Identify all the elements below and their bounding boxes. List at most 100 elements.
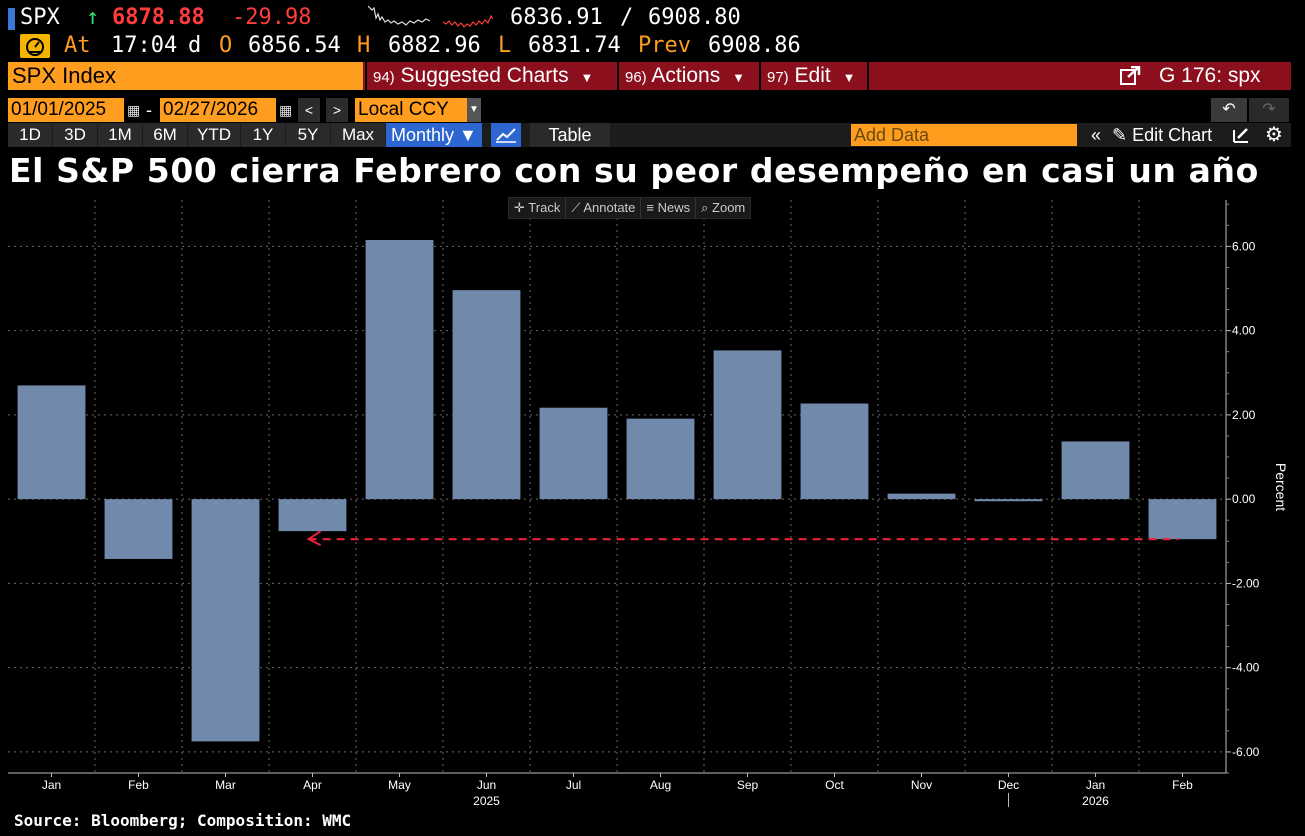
year-label: 2026 [1082,794,1109,808]
bar [365,240,434,500]
currency-select[interactable]: Local CCY [355,98,467,122]
x-tick-label: Jan [1086,778,1105,792]
suggested-charts-label: Suggested Charts [400,64,569,87]
x-tick-label: Feb [1172,778,1193,792]
start-date-field[interactable]: 01/01/2025 [8,98,124,122]
annotation-edit-icon[interactable] [1231,125,1251,145]
date-range-row: 01/01/2025 ▦ - 02/27/2026 ▦ < > Local CC… [8,98,1291,122]
bar [539,407,608,500]
net-change: -29.98 [232,5,312,30]
zoom-tool[interactable]: ⌕ Zoom [696,198,750,218]
ticker-marker [8,8,15,30]
edit-chart-button[interactable]: ✎ Edit Chart [1112,123,1220,147]
y-tick-label: -4.00 [1232,661,1260,675]
ticker-symbol[interactable]: SPX [20,5,60,30]
suggested-charts-menu[interactable]: 94) Suggested Charts ▼ [365,62,617,90]
chevron-down-icon[interactable]: ▼ [467,98,481,122]
prev-label: Prev [638,33,691,58]
collapse-icon[interactable]: « [1090,125,1101,145]
period-5y-button[interactable]: 5Y [286,123,330,147]
last-price: 6878.88 [112,5,205,30]
news-label: News [657,200,691,215]
period-1y-button[interactable]: 1Y [241,123,285,147]
x-tick-label: Apr [303,778,322,792]
pencil-icon: ⟋ [571,200,581,215]
add-data-input[interactable] [851,124,1077,146]
chevron-down-icon: ▼ [842,70,856,85]
gear-icon[interactable]: ⚙ [1265,124,1283,146]
period-max-button[interactable]: Max [331,123,385,147]
page-code: G 176: spx [1159,64,1261,87]
magnifier-icon: ⌕ [701,200,709,215]
bar [17,385,86,500]
end-date-field[interactable]: 02/27/2026 [160,98,276,122]
gauge-icon[interactable] [20,34,50,58]
track-label: Track [528,200,561,215]
edit-menu[interactable]: 97) Edit ▼ [759,62,867,90]
period-1m-button[interactable]: 1M [98,123,142,147]
bar [626,418,695,500]
up-arrow-icon: ↑ [86,5,100,30]
x-tick-label: May [388,778,411,792]
period-6m-button[interactable]: 6M [143,123,187,147]
redo-button[interactable]: ↷ [1249,98,1289,122]
next-period-button[interactable]: > [326,98,348,122]
x-tick-label: Aug [650,778,671,792]
suggested-charts-number: 94) [373,69,395,86]
x-tick-label: Jan [42,778,61,792]
bar [278,499,347,532]
quote-time: 17:04 [111,33,178,58]
range-sparkline-icon [443,14,493,28]
period-ytd-button[interactable]: YTD [188,123,240,147]
period-3d-button[interactable]: 3D [53,123,97,147]
actions-menu[interactable]: 96) Actions ▼ [617,62,759,90]
quote-line: SPX ↑ 6878.88 -29.98 6836.91 / 6908.80 [0,4,1305,32]
chart-tools: ✛ Track ⟋ Annotate ≡ News ⌕ Zoom [508,197,752,219]
range-separator: / [620,5,634,30]
actions-number: 96) [625,69,647,86]
y-tick-label: 2.00 [1232,408,1256,422]
security-field[interactable]: SPX Index [8,62,363,90]
bar [104,499,173,559]
bar [800,403,869,500]
undo-button[interactable]: ↶ [1211,98,1247,122]
table-button[interactable]: Table [530,123,610,147]
date-dash: - [146,100,152,120]
at-label: At [64,33,91,58]
calendar-icon[interactable]: ▦ [127,102,141,118]
y-tick-label: -6.00 [1232,745,1260,759]
bar [887,493,956,500]
period-toolbar: 1D 3D 1M 6M YTD 1Y 5Y Max Monthly ▼ Tabl… [8,123,1291,147]
reference-line-arrow [306,530,322,547]
news-tool[interactable]: ≡ News [641,198,697,218]
track-tool[interactable]: ✛ Track [509,198,567,218]
bar [713,350,782,500]
annotate-label: Annotate [583,200,636,215]
news-icon: ≡ [646,200,654,215]
x-tick-label: Nov [911,778,932,792]
menu-divider [867,62,869,90]
menu-bar: SPX Index 94) Suggested Charts ▼ 96) Act… [8,62,1291,90]
crosshair-icon: ✛ [514,200,525,215]
line-chart-icon[interactable] [491,123,521,147]
range-low: 6836.91 [510,5,603,30]
x-tick-label: Mar [215,778,236,792]
edit-chart-label: Edit Chart [1132,125,1213,145]
x-tick-label: Jun [477,778,496,792]
y-tick-label: 0.00 [1232,492,1256,506]
chevron-down-icon: ▼ [732,70,745,85]
bar [1061,441,1130,500]
zoom-label: Zoom [712,200,746,215]
period-1d-button[interactable]: 1D [8,123,52,147]
launch-icon[interactable] [1119,66,1141,86]
source-note: Source: Bloomberg; Composition: WMC [14,811,352,830]
annotate-tool[interactable]: ⟋ Annotate [566,198,642,218]
page-title: El S&P 500 cierra Febrero con su peor de… [9,151,1259,190]
calendar-icon[interactable]: ▦ [279,102,293,118]
bar [1148,499,1217,540]
frequency-select[interactable]: Monthly ▼ [386,123,482,147]
y-tick-label: 6.00 [1232,239,1256,253]
range-high: 6908.80 [648,5,741,30]
bar [452,290,521,500]
previous-period-button[interactable]: < [298,98,320,122]
